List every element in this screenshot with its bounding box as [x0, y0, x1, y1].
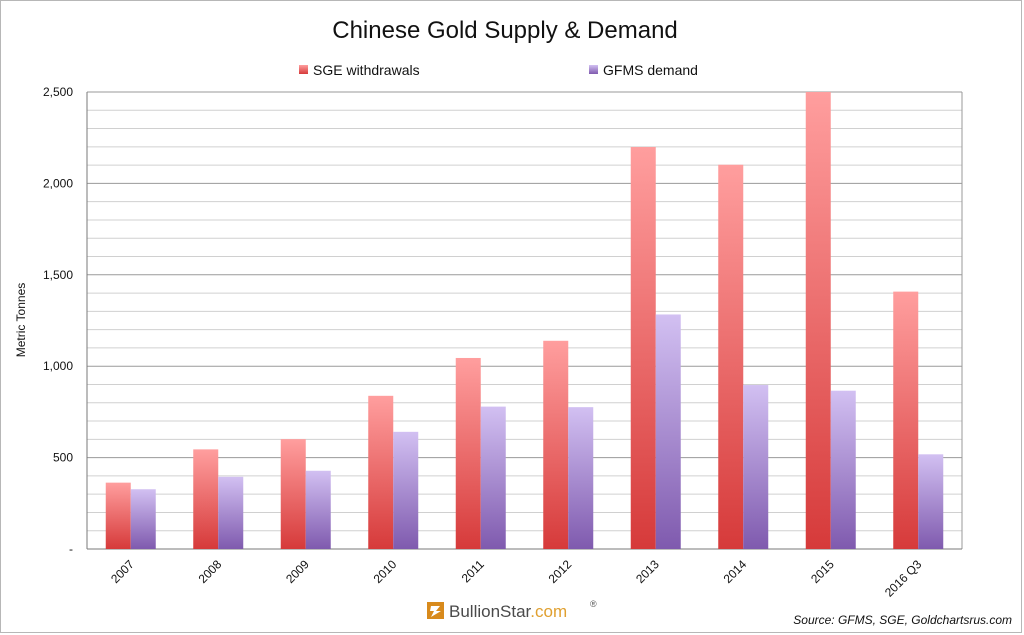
y-axis-label: Metric Tonnes	[14, 283, 28, 357]
bar-gfms-demand	[393, 431, 419, 549]
y-tick-label: 2,500	[43, 85, 73, 99]
chart-title: Chinese Gold Supply & Demand	[332, 17, 678, 44]
bar-gfms-demand	[305, 470, 331, 549]
bar-sge-withdrawals	[893, 291, 919, 549]
x-tick-label: 2011	[459, 557, 487, 585]
source-note: Source: GFMS, SGE, Goldchartsrus.com	[793, 613, 1012, 627]
bar-gfms-demand	[130, 489, 156, 549]
brand-bolt-icon	[430, 606, 441, 617]
bar-gfms-demand	[218, 476, 244, 549]
legend-swatch-sge	[299, 65, 308, 74]
x-tick-label: 2012	[546, 557, 575, 586]
bar-sge-withdrawals	[193, 449, 219, 549]
bar-gfms-demand	[918, 454, 944, 549]
x-tick-label: 2015	[808, 557, 837, 586]
brand-logo: BullionStar.com ®	[427, 599, 597, 621]
x-tick-label: 2007	[108, 557, 137, 586]
x-tick-label: 2009	[283, 557, 312, 586]
bar-gfms-demand	[480, 406, 506, 549]
brand-registered-mark: ®	[590, 599, 597, 609]
bar-sge-withdrawals	[105, 482, 131, 549]
x-tick-label: 2013	[633, 557, 662, 586]
x-tick-label: 2016 Q3	[882, 557, 925, 600]
bars	[105, 92, 944, 549]
bar-sge-withdrawals	[543, 340, 569, 549]
bar-sge-withdrawals	[455, 357, 481, 549]
legend: SGE withdrawals GFMS demand	[299, 62, 698, 78]
bar-gfms-demand	[568, 407, 594, 549]
bar-sge-withdrawals	[280, 439, 306, 549]
legend-label-sge: SGE withdrawals	[313, 62, 420, 78]
brand-name: BullionStar.com	[449, 602, 567, 621]
bar-gfms-demand	[830, 390, 856, 549]
y-tick-label: 2,000	[43, 176, 73, 190]
legend-swatch-gfms	[589, 65, 598, 74]
bar-sge-withdrawals	[718, 164, 744, 549]
y-tick-label: -	[69, 542, 73, 556]
x-tick-label: 2014	[721, 557, 750, 586]
x-tick-label: 2008	[196, 557, 225, 586]
y-tick-label: 500	[53, 451, 73, 465]
bar-sge-withdrawals	[805, 92, 831, 549]
x-tick-label: 2010	[371, 557, 400, 586]
legend-label-gfms: GFMS demand	[603, 62, 698, 78]
bar-sge-withdrawals	[630, 147, 656, 549]
y-tick-label: 1,500	[43, 268, 73, 282]
x-tick-labels: 2007 2008 2009 2010 2011 2012 2013 2014 2015 2016…	[108, 557, 925, 600]
bar-sge-withdrawals	[368, 395, 394, 549]
y-tick-label: 1,000	[43, 359, 73, 373]
bar-gfms-demand	[743, 385, 769, 549]
bar-gfms-demand	[655, 314, 681, 549]
y-tick-labels: - 500 1,000 1,500 2,000 2,500	[43, 85, 73, 556]
